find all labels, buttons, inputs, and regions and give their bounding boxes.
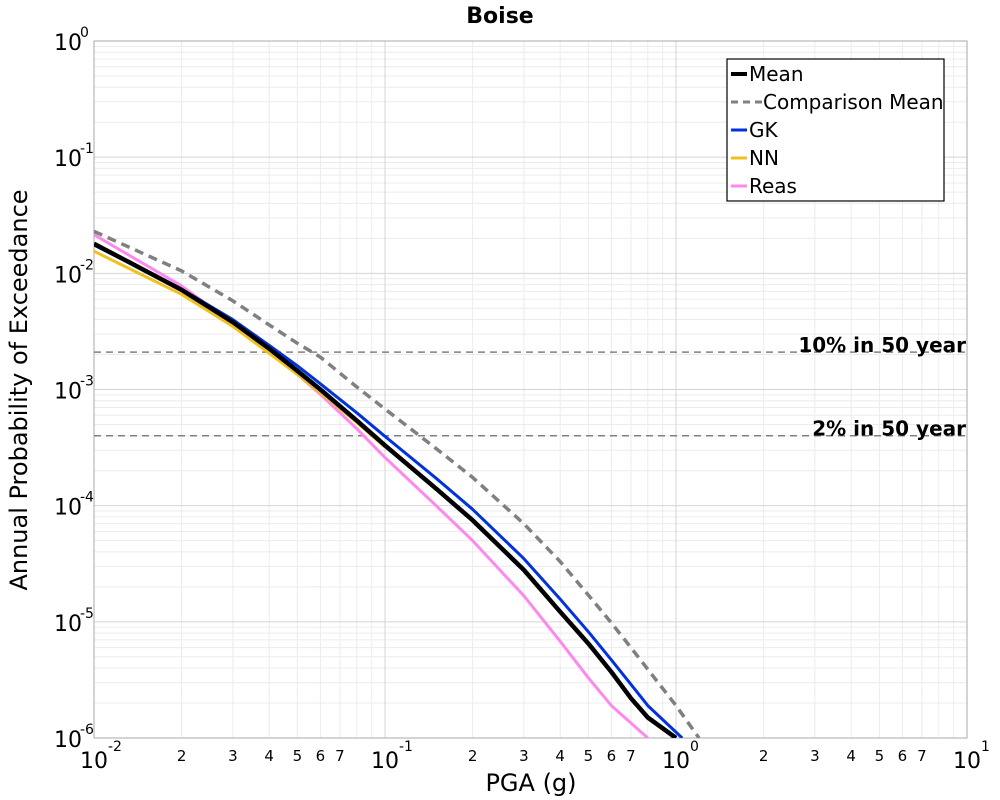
series-lines xyxy=(94,229,701,738)
x-minor-tick-label: 5 xyxy=(293,747,303,765)
legend-box xyxy=(726,58,945,202)
x-minor-tick-label: 2 xyxy=(177,747,187,765)
x-tick-label: 10 xyxy=(371,749,399,774)
y-tick-exponent: -3 xyxy=(80,374,94,390)
x-axis-label: PGA (g) xyxy=(485,769,576,797)
x-minor-tick-label: 3 xyxy=(810,747,820,765)
legend: Mean Comparison Mean GK NN Reas xyxy=(726,58,945,202)
x-minor-tick-label: 4 xyxy=(264,747,274,765)
y-tick-exponent: -2 xyxy=(80,257,94,273)
x-minor-tick-label: 2 xyxy=(468,747,478,765)
y-tick-exponent: -4 xyxy=(80,490,94,506)
x-tick-exponent: 0 xyxy=(690,739,699,755)
x-tick-exponent: -1 xyxy=(399,739,413,755)
y-tick-label: 10 xyxy=(54,612,82,637)
series-line-gk xyxy=(94,243,684,738)
legend-label-mean: Mean xyxy=(749,62,804,86)
x-minor-tick-label: 5 xyxy=(584,747,594,765)
y-axis-label: Annual Probability of Exceedance xyxy=(5,189,33,590)
x-tick-label: 10 xyxy=(953,749,981,774)
x-minor-tick-label: 7 xyxy=(335,747,345,765)
legend-label-gk: GK xyxy=(749,118,778,142)
y-tick-label: 10 xyxy=(54,496,82,521)
x-tick-exponent: 1 xyxy=(981,739,990,755)
series-line-mean xyxy=(94,241,678,738)
x-tick-label: 10 xyxy=(80,749,108,774)
plot-area-frame xyxy=(93,40,968,739)
y-tick-label: 10 xyxy=(54,147,82,172)
legend-label-comparison-mean: Comparison Mean xyxy=(763,90,944,114)
reference-lines: 10% in 50 year 2% in 50 year xyxy=(94,333,967,441)
y-tick-exponent: -5 xyxy=(80,606,94,622)
y-tick-label: 10 xyxy=(54,263,82,288)
x-minor-tick-label: 6 xyxy=(898,747,908,765)
x-minor-tick-label: 4 xyxy=(846,747,856,765)
x-tick-exponent: -2 xyxy=(108,739,122,755)
x-tick-label: 10 xyxy=(662,749,690,774)
x-minor-tick-label: 7 xyxy=(917,747,927,765)
x-minor-tick-label: 3 xyxy=(228,747,238,765)
y-tick-exponent: -1 xyxy=(80,141,94,157)
y-tick-exponent: -6 xyxy=(80,722,94,738)
y-tick-label: 10 xyxy=(54,31,82,56)
reference-line-label: 10% in 50 year xyxy=(798,333,966,357)
x-minor-tick-label: 5 xyxy=(875,747,885,765)
y-tick-label: 10 xyxy=(54,380,82,405)
legend-label-nn: NN xyxy=(749,146,779,170)
x-minor-tick-label: 3 xyxy=(519,747,529,765)
reference-line-label: 2% in 50 year xyxy=(812,417,966,441)
x-minor-tick-label: 6 xyxy=(316,747,326,765)
y-tick-exponent: 0 xyxy=(80,25,89,41)
y-tick-label: 10 xyxy=(54,728,82,753)
x-minor-tick-label: 4 xyxy=(555,747,565,765)
series-line-comparison-mean xyxy=(94,229,701,738)
chart-title: Boise xyxy=(466,4,533,29)
x-minor-tick-label: 2 xyxy=(759,747,769,765)
x-minor-tick-label: 7 xyxy=(626,747,636,765)
x-minor-tick-label: 6 xyxy=(607,747,617,765)
legend-label-reas: Reas xyxy=(749,174,797,198)
